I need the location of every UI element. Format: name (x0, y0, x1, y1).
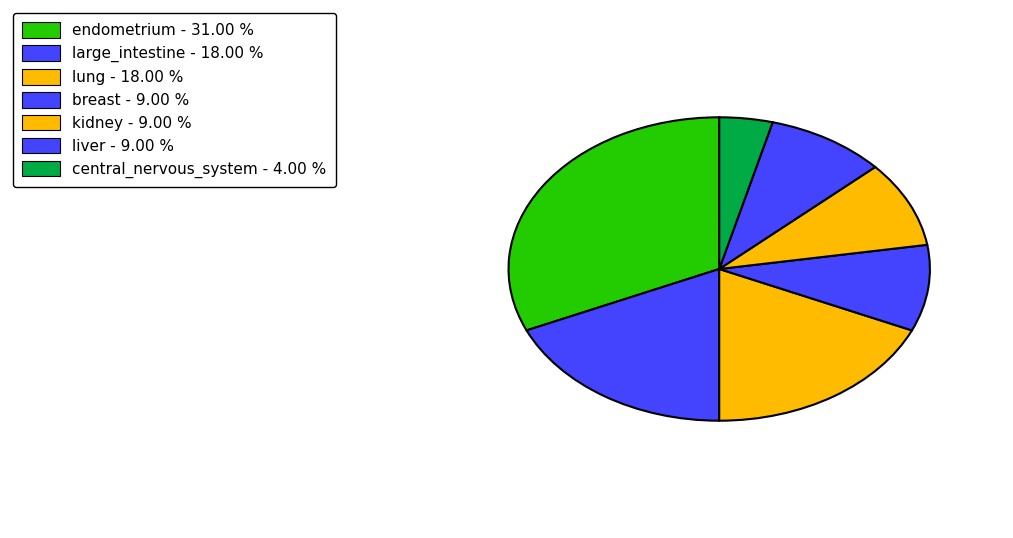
Wedge shape (719, 122, 875, 269)
Wedge shape (719, 245, 930, 330)
Wedge shape (509, 117, 719, 330)
Wedge shape (719, 269, 912, 421)
Wedge shape (527, 269, 719, 421)
Legend: endometrium - 31.00 %, large_intestine - 18.00 %, lung - 18.00 %, breast - 9.00 : endometrium - 31.00 %, large_intestine -… (13, 13, 335, 187)
Wedge shape (719, 117, 773, 269)
Wedge shape (719, 167, 927, 269)
